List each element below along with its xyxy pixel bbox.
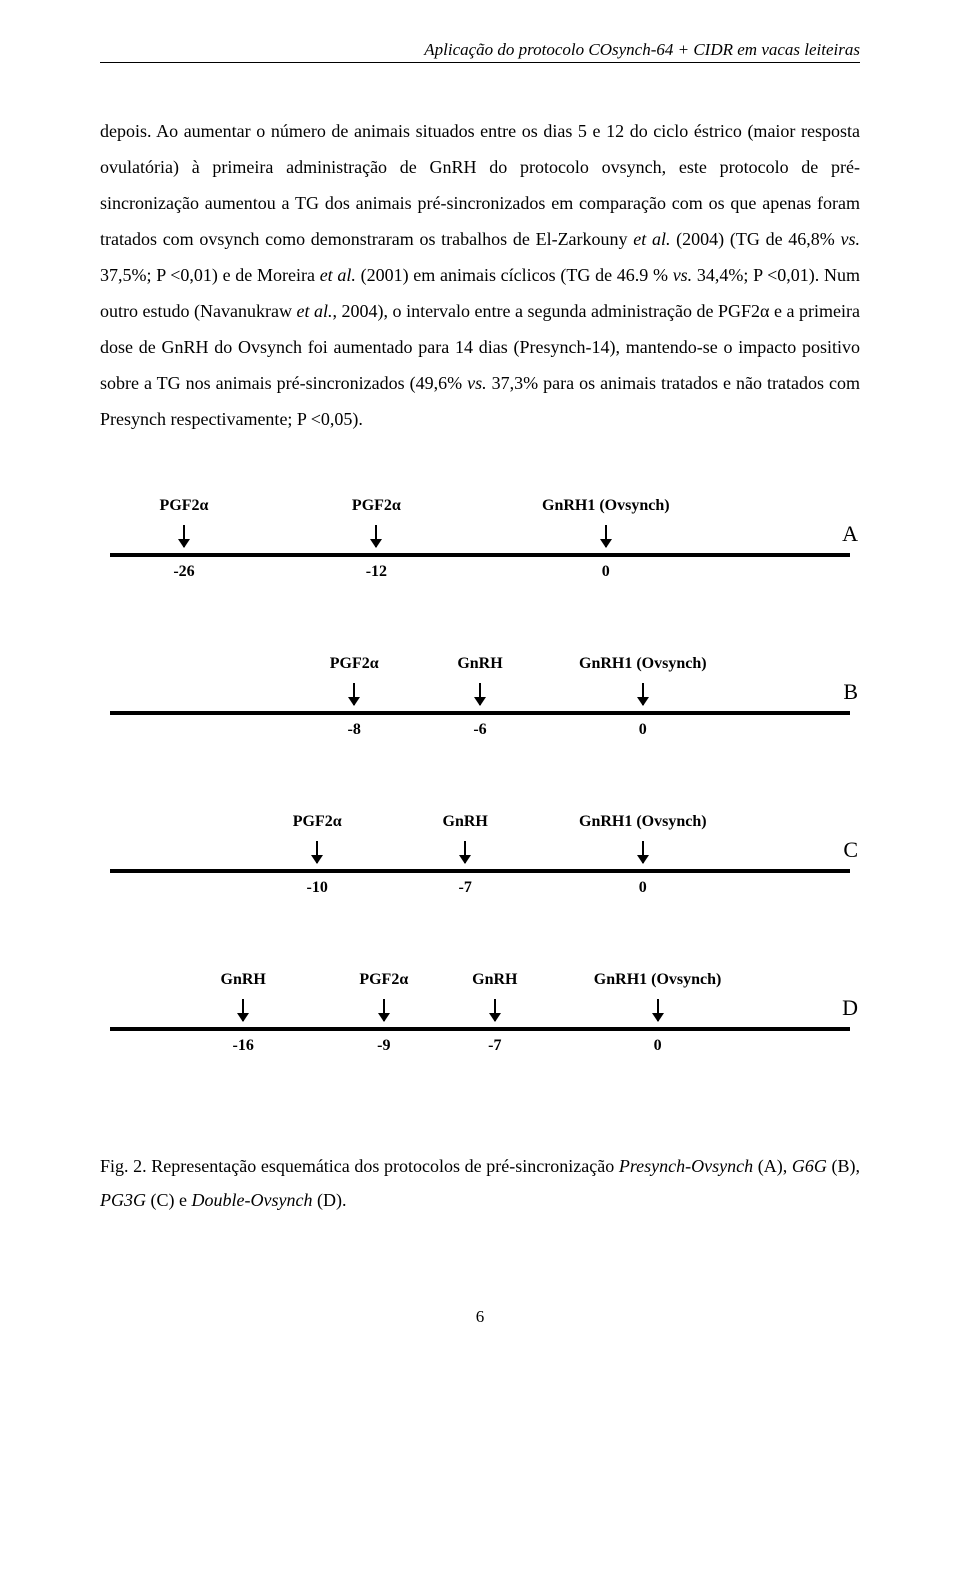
event-label: GnRH: [457, 655, 502, 673]
down-arrow-icon: [657, 999, 659, 1021]
day-tick: 0: [639, 879, 647, 897]
down-arrow-icon: [183, 525, 185, 547]
event-label: GnRH: [472, 971, 517, 989]
running-header: Aplicação do protocolo COsynch-64 + CIDR…: [100, 40, 860, 63]
day-tick: 0: [602, 563, 610, 581]
page-number-value: 6: [476, 1307, 485, 1326]
event-label: PGF2α: [160, 497, 209, 515]
italic-span: et al.: [297, 301, 333, 321]
labels-row: PGF2α PGF2α GnRH1 (Ovsynch): [110, 497, 850, 525]
down-arrow-icon: [242, 999, 244, 1021]
event-label: GnRH1 (Ovsynch): [579, 655, 707, 673]
text-span: (C) e: [146, 1190, 191, 1210]
italic-span: et al.: [320, 265, 356, 285]
event-label: GnRH1 (Ovsynch): [579, 813, 707, 831]
labels-row: GnRH PGF2α GnRH GnRH1 (Ovsynch): [110, 971, 850, 999]
day-tick: -9: [377, 1037, 390, 1055]
text-span: (2001) em animais cíclicos (TG de 46.9 %: [356, 265, 673, 285]
down-arrow-icon: [494, 999, 496, 1021]
down-arrow-icon: [479, 683, 481, 705]
day-tick: -10: [307, 879, 328, 897]
text-span: (B),: [827, 1156, 860, 1176]
day-tick: -7: [459, 879, 472, 897]
protocol-panel-b: BPGF2αGnRHGnRH1 (Ovsynch)-8-60: [110, 655, 850, 743]
ticks-row: -10 -7 0: [110, 873, 850, 901]
day-tick: 0: [639, 721, 647, 739]
event-label: PGF2α: [330, 655, 379, 673]
arrows-row: [110, 999, 850, 1027]
down-arrow-icon: [605, 525, 607, 547]
labels-row: PGF2α GnRH GnRH1 (Ovsynch): [110, 813, 850, 841]
down-arrow-icon: [375, 525, 377, 547]
day-tick: -16: [233, 1037, 254, 1055]
event-label: PGF2α: [352, 497, 401, 515]
down-arrow-icon: [642, 683, 644, 705]
running-title-text: Aplicação do protocolo COsynch-64 + CIDR…: [424, 40, 860, 59]
italic-span: et al.: [633, 229, 670, 249]
ticks-row: -8 -6 0: [110, 715, 850, 743]
ticks-row: -26 -12 0: [110, 557, 850, 585]
arrows-row: [110, 841, 850, 869]
text-span: (D).: [312, 1190, 346, 1210]
protocol-panel-d: DGnRHPGF2αGnRHGnRH1 (Ovsynch)-16-9-70: [110, 971, 850, 1059]
down-arrow-icon: [464, 841, 466, 863]
ticks-row: -16 -9 -7 0: [110, 1031, 850, 1059]
event-label: PGF2α: [359, 971, 408, 989]
arrows-row: [110, 525, 850, 553]
italic-span: G6G: [792, 1156, 827, 1176]
event-label: PGF2α: [293, 813, 342, 831]
day-tick: -26: [173, 563, 194, 581]
text-span: 37,5%; P <0,01) e de Moreira: [100, 265, 320, 285]
protocol-panel-c: CPGF2αGnRHGnRH1 (Ovsynch)-10-70: [110, 813, 850, 901]
italic-span: vs.: [467, 373, 487, 393]
protocol-panel-a: APGF2αPGF2αGnRH1 (Ovsynch)-26-120: [110, 497, 850, 585]
day-tick: 0: [654, 1037, 662, 1055]
protocol-diagrams: APGF2αPGF2αGnRH1 (Ovsynch)-26-120BPGF2αG…: [100, 497, 860, 1059]
text-span: (A),: [753, 1156, 792, 1176]
day-tick: -7: [488, 1037, 501, 1055]
page-number: 6: [100, 1307, 860, 1327]
down-arrow-icon: [642, 841, 644, 863]
event-label: GnRH: [443, 813, 488, 831]
text-span: Fig. 2. Representação esquemática dos pr…: [100, 1156, 619, 1176]
italic-span: vs.: [673, 265, 693, 285]
arrows-row: [110, 683, 850, 711]
italic-span: vs.: [840, 229, 860, 249]
italic-span: PG3G: [100, 1190, 146, 1210]
labels-row: PGF2α GnRH GnRH1 (Ovsynch): [110, 655, 850, 683]
down-arrow-icon: [383, 999, 385, 1021]
italic-span: Double-Ovsynch: [191, 1190, 312, 1210]
italic-span: Presynch-Ovsynch: [619, 1156, 753, 1176]
body-paragraph: depois. Ao aumentar o número de animais …: [100, 113, 860, 437]
down-arrow-icon: [353, 683, 355, 705]
day-tick: -8: [348, 721, 361, 739]
day-tick: -6: [473, 721, 486, 739]
day-tick: -12: [366, 563, 387, 581]
down-arrow-icon: [316, 841, 318, 863]
figure-caption: Fig. 2. Representação esquemática dos pr…: [100, 1149, 860, 1217]
event-label: GnRH: [221, 971, 266, 989]
event-label: GnRH1 (Ovsynch): [542, 497, 670, 515]
text-span: (2004) (TG de 46,8%: [670, 229, 840, 249]
event-label: GnRH1 (Ovsynch): [594, 971, 722, 989]
